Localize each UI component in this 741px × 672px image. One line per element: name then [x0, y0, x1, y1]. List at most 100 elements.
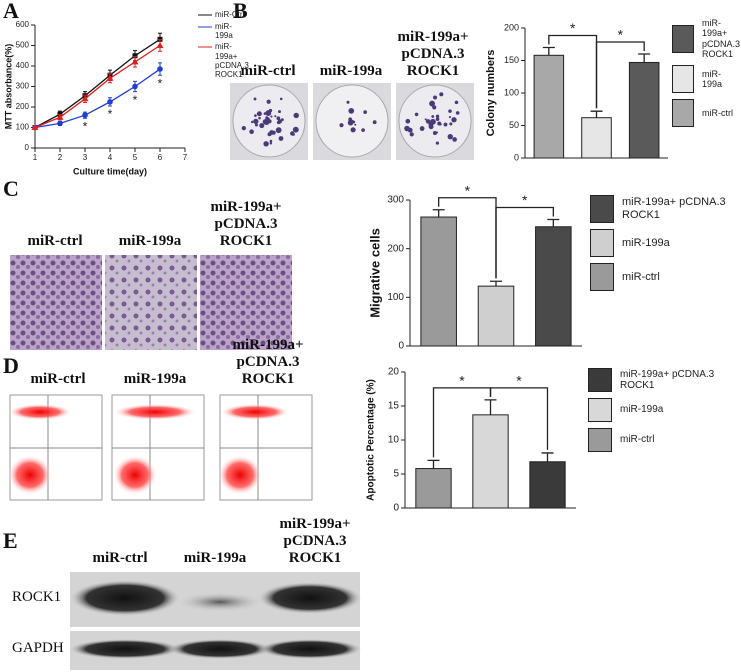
colony: [349, 119, 354, 125]
y-axis-label: Apoptotic Percentage (%): [366, 379, 377, 501]
y-axis-label: MTT absorbance(%): [3, 44, 13, 130]
y-tick-label: 10: [388, 435, 400, 446]
colony: [241, 125, 246, 131]
error-bar: [432, 209, 445, 218]
colony: [269, 139, 273, 143]
legend: miR-199a+ pCDNA.3 ROCK1 miR-199a miR-ctrl: [588, 368, 738, 458]
x-tick-label: 3: [83, 153, 88, 162]
annotation: *: [83, 119, 88, 133]
y-tick-label: 200: [387, 243, 404, 254]
x-tick-label: 6: [158, 153, 163, 162]
y-tick-label: 0: [393, 503, 399, 514]
lane-label: miR-ctrl: [92, 550, 148, 566]
y-tick-label: 150: [504, 55, 519, 65]
colony: [292, 126, 299, 133]
x-axis-label: Culture time(day): [73, 166, 147, 176]
y-tick-label: 0: [25, 143, 30, 152]
colony: [419, 126, 425, 131]
error-bar: [541, 452, 554, 462]
colony: [405, 118, 411, 124]
panel-label: B: [233, 0, 248, 23]
panel-label: D: [3, 353, 19, 378]
bar: [535, 226, 572, 347]
colony: [452, 137, 457, 142]
colony: [448, 109, 452, 113]
legend-label: miR-199a+ pCDNA.3 ROCK1: [622, 196, 726, 221]
y-tick-label: 200: [16, 102, 30, 111]
legend-item: miR-199a+ pCDNA.3 ROCK1: [588, 368, 738, 392]
legend-label: miR-199a: [620, 404, 664, 416]
colony: [278, 136, 284, 141]
marker: [106, 74, 114, 81]
y-tick-label: 100: [504, 87, 519, 97]
annotation: *: [516, 373, 522, 389]
colony: [449, 122, 453, 126]
legend-swatch: [588, 398, 612, 422]
colony: [277, 119, 282, 124]
legend-item: miR-199a: [590, 229, 738, 257]
image-label: miR-ctrl: [27, 233, 83, 249]
colony: [275, 127, 282, 134]
colony: [409, 132, 414, 137]
colony: [263, 141, 269, 147]
panel-label: E: [3, 528, 18, 553]
marker: [157, 66, 163, 72]
legend-label: miR-199a+ pCDNA.3 ROCK1: [215, 42, 249, 79]
y-tick-label: 300: [387, 195, 404, 206]
colony: [278, 110, 281, 114]
colony: [276, 116, 281, 121]
line: [34, 38, 161, 129]
row-label: GAPDH: [12, 640, 64, 656]
colony: [266, 99, 271, 104]
colony: [250, 120, 254, 124]
marker: [31, 124, 39, 130]
bar: [529, 461, 566, 509]
image-label: miR-199a: [319, 63, 383, 79]
colony: [407, 127, 413, 133]
colony: [429, 100, 436, 107]
colony: [435, 131, 439, 134]
legend-label: miR-ctrl: [620, 434, 655, 446]
bar: [472, 414, 509, 509]
colony: [256, 111, 262, 117]
colony: [270, 115, 273, 118]
lane-label: miR-199a+ pCDNA.3 ROCK1: [279, 516, 351, 566]
legend-item: miR-199a+ pCDNA.3 ROCK1: [198, 42, 249, 79]
colony: [293, 112, 299, 119]
colony: [435, 141, 440, 145]
flow-images: [8, 394, 313, 501]
error-bar: [547, 218, 560, 227]
colony: [361, 128, 365, 132]
annotation: *: [108, 107, 113, 121]
legend-swatch: [672, 99, 694, 128]
annotation: *: [459, 373, 465, 389]
annotation: *: [158, 76, 163, 90]
colony: [428, 124, 434, 130]
legend-item: miR-199a: [672, 65, 740, 94]
annotation: *: [570, 20, 576, 36]
colony: [433, 120, 436, 123]
colony: [454, 100, 459, 105]
colony: [254, 114, 257, 117]
legend-swatch: [198, 46, 212, 48]
marker: [131, 58, 139, 65]
marker: [57, 120, 63, 127]
y-tick-label: 100: [387, 292, 404, 303]
marker: [132, 83, 138, 90]
y-tick-label: 200: [504, 22, 519, 32]
legend-swatch: [588, 368, 612, 392]
bar: [581, 117, 612, 159]
colony: [339, 123, 344, 128]
legend: miR-Ctrl miR-199a miR-199a+ pCDNA.3 ROCK1: [198, 10, 249, 81]
marker: [107, 99, 113, 105]
bar: [533, 54, 565, 159]
colony: [253, 118, 259, 125]
legend-label: miR-199a: [702, 69, 723, 90]
legend-item: miR-199a: [198, 22, 248, 40]
y-tick-label: 500: [16, 41, 30, 50]
colony: [354, 123, 357, 126]
y-tick-label: 0: [514, 152, 519, 162]
error-bar: [490, 280, 502, 287]
colony: [267, 119, 272, 124]
legend-swatch: [198, 14, 212, 16]
